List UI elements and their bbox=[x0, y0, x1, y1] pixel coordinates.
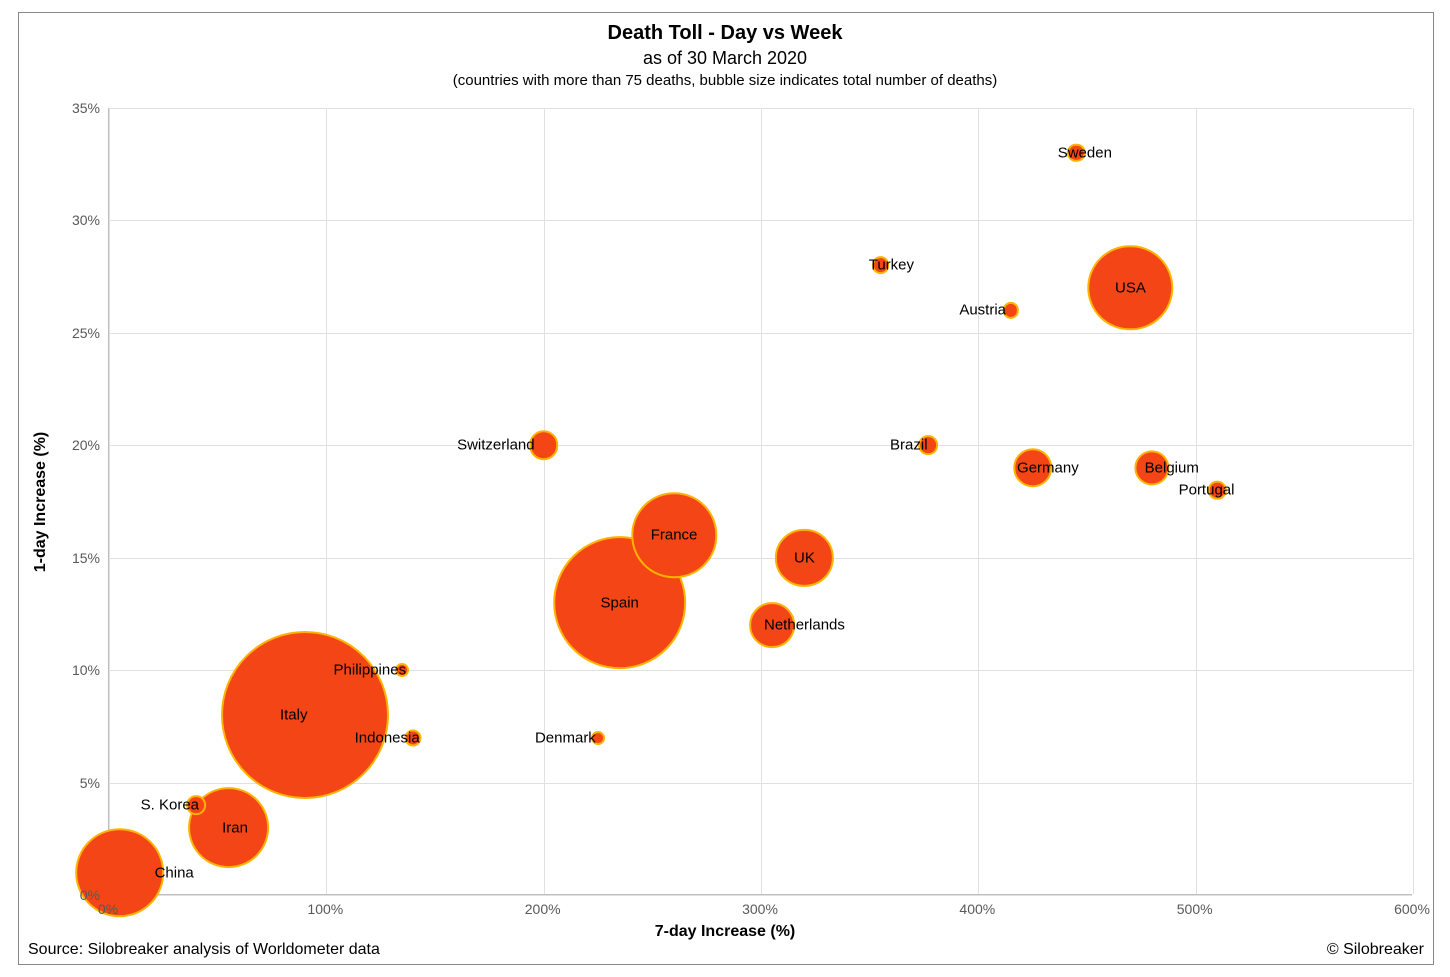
y-tick-label: 25% bbox=[72, 325, 100, 341]
gridline-h bbox=[109, 333, 1412, 334]
y-tick-label: 10% bbox=[72, 662, 100, 678]
bubble-france bbox=[631, 493, 716, 578]
bubble-denmark bbox=[591, 731, 605, 745]
bubble-netherlands bbox=[749, 602, 795, 648]
bubble-switzerland bbox=[529, 430, 559, 460]
gridline-h bbox=[109, 558, 1412, 559]
chart-title: Death Toll - Day vs Week bbox=[0, 22, 1450, 45]
source-text: Source: Silobreaker analysis of Worldome… bbox=[28, 941, 380, 959]
x-tick-label: 400% bbox=[959, 901, 995, 917]
x-tick-label: 300% bbox=[742, 901, 778, 917]
y-tick-label: 5% bbox=[80, 775, 100, 791]
bubble-italy bbox=[221, 631, 389, 799]
x-tick-label: 600% bbox=[1394, 901, 1430, 917]
bubble-turkey bbox=[872, 257, 890, 275]
gridline-v bbox=[761, 108, 762, 894]
y-tick-label: 20% bbox=[72, 437, 100, 453]
bubble-austria bbox=[1003, 302, 1019, 318]
gridline-h bbox=[109, 895, 1412, 896]
y-tick-label: 0% bbox=[80, 887, 100, 903]
x-tick-label: 200% bbox=[525, 901, 561, 917]
bubble-belgium bbox=[1135, 450, 1170, 485]
bubble-china bbox=[75, 828, 165, 918]
bubble-germany bbox=[1013, 448, 1052, 487]
x-axis-title: 7-day Increase (%) bbox=[0, 923, 1450, 941]
x-tick-label: 0% bbox=[98, 901, 118, 917]
bubble-s-korea bbox=[186, 795, 206, 815]
label-austria: Austria bbox=[959, 302, 1006, 319]
gridline-v bbox=[1413, 108, 1414, 894]
chart-subnote: (countries with more than 75 deaths, bub… bbox=[0, 72, 1450, 89]
copyright-text: © Silobreaker bbox=[1327, 941, 1424, 959]
y-axis-title: 1-day Increase (%) bbox=[32, 431, 50, 572]
gridline-v bbox=[1196, 108, 1197, 894]
plot-area: ChinaS. KoreaIranItalyPhilippinesIndones… bbox=[108, 108, 1412, 895]
x-tick-label: 500% bbox=[1177, 901, 1213, 917]
bubble-uk bbox=[775, 529, 833, 587]
gridline-v bbox=[109, 108, 110, 894]
x-tick-label: 100% bbox=[307, 901, 343, 917]
gridline-v bbox=[978, 108, 979, 894]
chart-subtitle: as of 30 March 2020 bbox=[0, 48, 1450, 69]
gridline-h bbox=[109, 445, 1412, 446]
y-tick-label: 30% bbox=[72, 212, 100, 228]
y-tick-label: 35% bbox=[72, 100, 100, 116]
bubble-sweden bbox=[1067, 144, 1085, 162]
bubble-usa bbox=[1088, 245, 1173, 330]
gridline-v bbox=[544, 108, 545, 894]
bubble-brazil bbox=[918, 435, 938, 455]
gridline-h bbox=[109, 108, 1412, 109]
gridline-h bbox=[109, 220, 1412, 221]
chart-frame: Death Toll - Day vs Week as of 30 March 2… bbox=[0, 0, 1450, 977]
bubble-indonesia bbox=[405, 729, 422, 746]
bubble-philippines bbox=[395, 663, 409, 677]
bubble-portugal bbox=[1208, 481, 1226, 499]
y-tick-label: 15% bbox=[72, 550, 100, 566]
